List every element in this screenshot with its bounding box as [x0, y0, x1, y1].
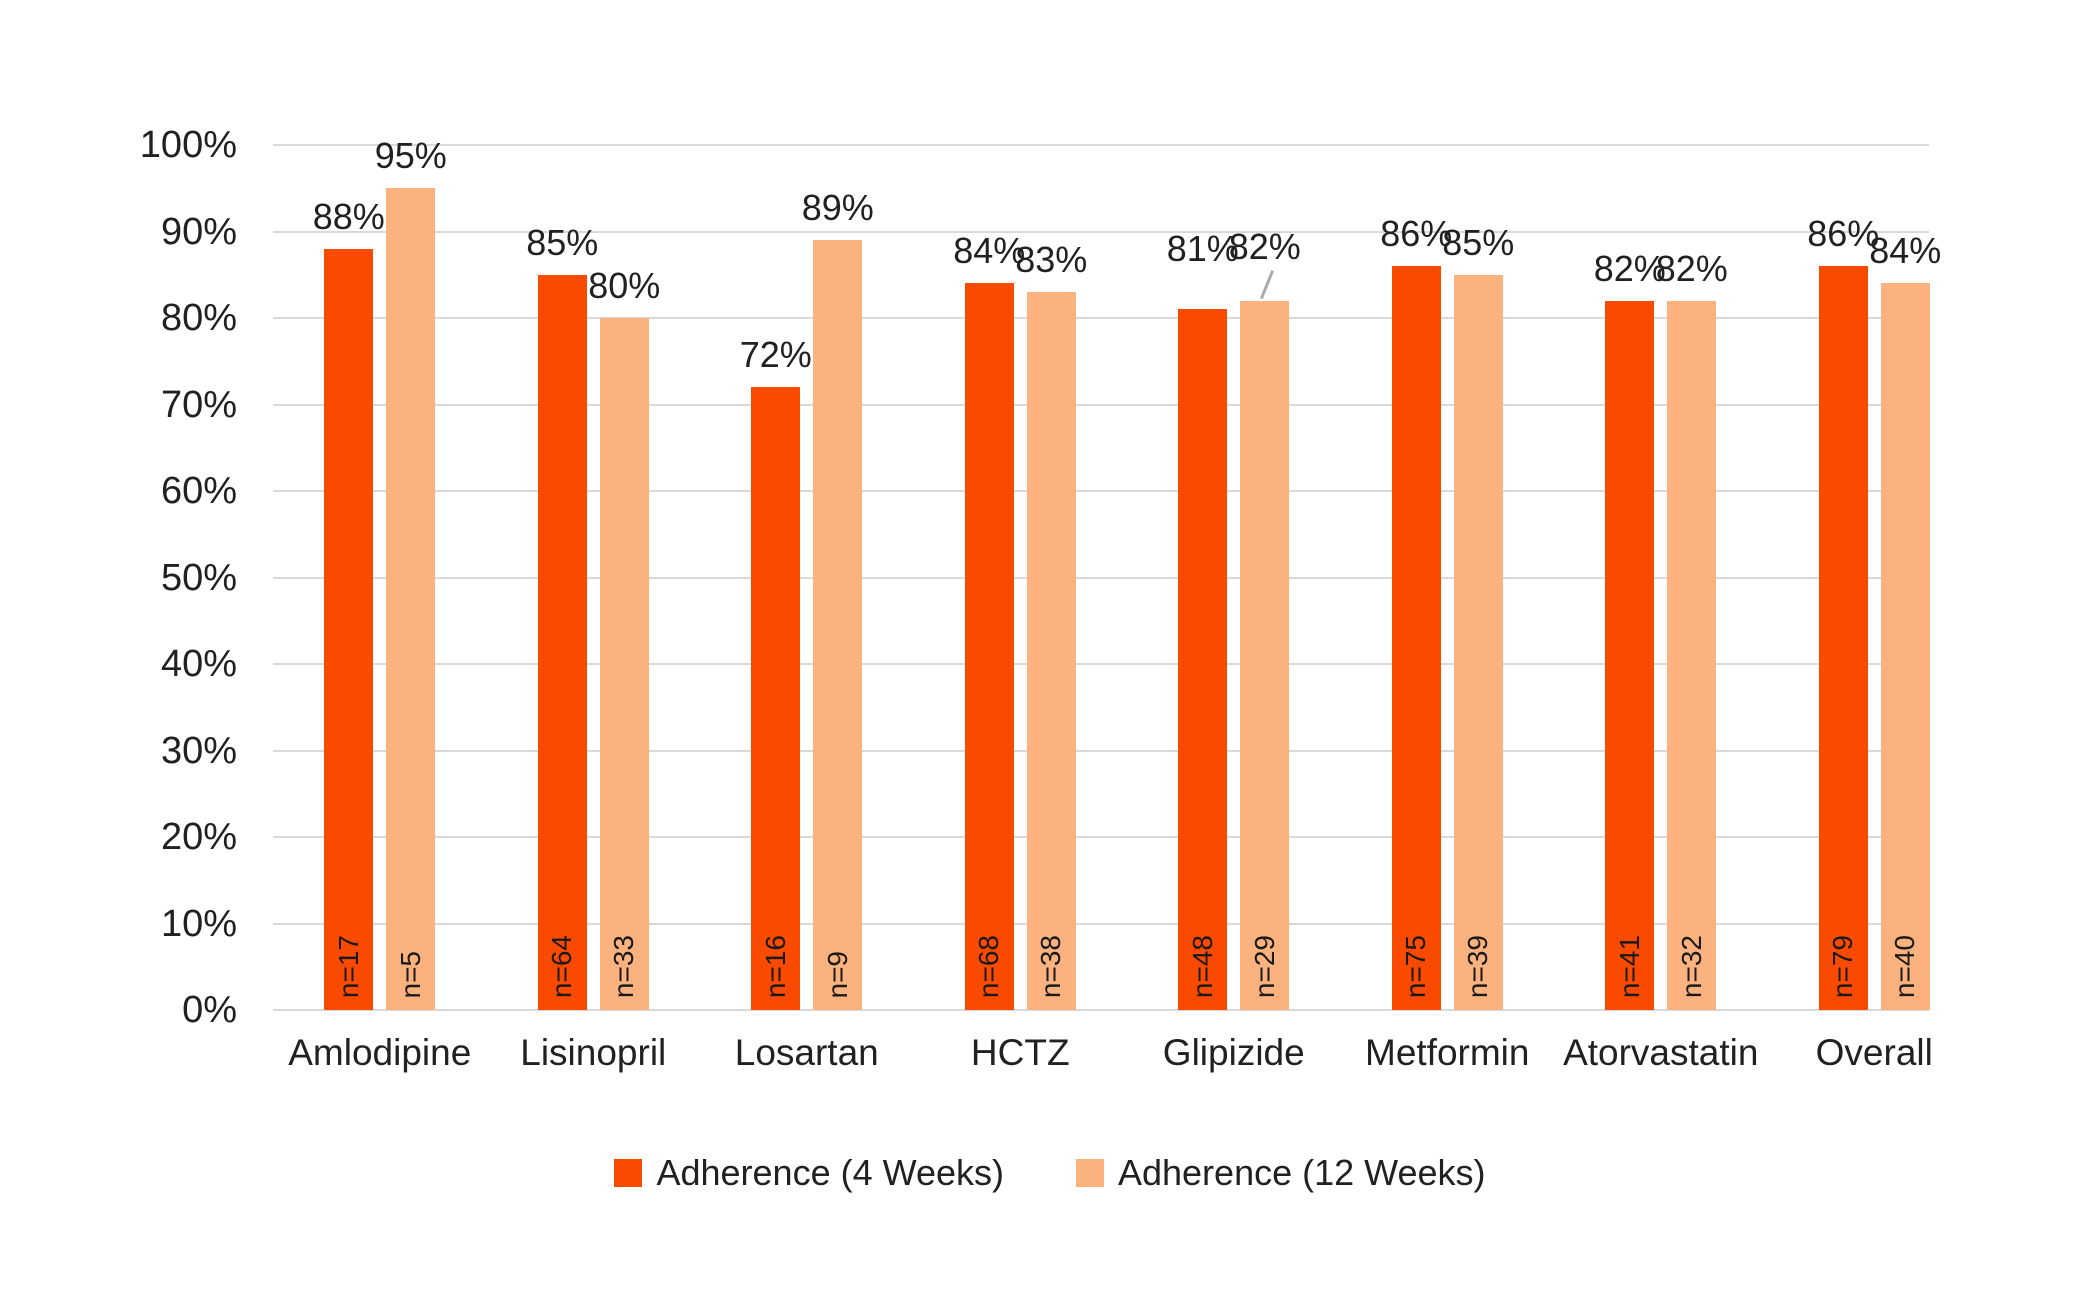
bar-value-label: 72% — [739, 334, 812, 376]
legend-label: Adherence (12 Weeks) — [1117, 1152, 1486, 1193]
bar-4-weeks-lisinopril: 85% n=64 — [526, 224, 598, 1010]
bar-value-label: 89% — [801, 187, 874, 229]
bar-n-label: n=39 — [1462, 934, 1494, 998]
gridline-90- — [273, 230, 1929, 233]
legend-item-12-weeks: Adherence (12 Weeks) — [1075, 1152, 1486, 1194]
y-axis: 0% 10% 20% 30% 40% 50% 60% 70% 80% 90% 100% — [0, 126, 237, 1029]
bar-n-label: n=33 — [608, 934, 640, 998]
category-label-amlodipine: Amlodipine — [288, 1032, 472, 1073]
bar-4-weeks-atorvastatin: 82% n=41 — [1594, 250, 1666, 1010]
bar-group-lisinopril: 85% n=64 80% n=33 Lisinopril — [487, 145, 701, 1071]
bar-n-label: n=48 — [1186, 934, 1218, 998]
bar-12-weeks-metformin: 85% n=39 — [1442, 224, 1514, 1010]
gridline-30- — [273, 749, 1929, 752]
y-axis-tick-label: 0% — [182, 989, 237, 1031]
bar-group-atorvastatin: 82% n=41 82% n=32 Atorvastatin — [1554, 145, 1768, 1071]
category-label-glipizide: Glipizide — [1162, 1032, 1305, 1073]
bar-value-label: 80% — [588, 265, 661, 306]
bar-n-label: n=16 — [759, 934, 791, 998]
bar-12-weeks-hctz: 83% n=38 — [1015, 242, 1087, 1010]
bar-4-weeks-hctz: 84% n=68 — [953, 233, 1025, 1010]
bar-value-label: 84% — [1869, 230, 1942, 272]
bar-n-label: n=9 — [821, 950, 853, 999]
bar-value-label: 86% — [1807, 213, 1880, 255]
bar-4-weeks-overall: 86% n=79 — [1807, 216, 1879, 1010]
bar-n-label: n=29 — [1248, 934, 1280, 998]
bar-value-label: 88% — [312, 195, 385, 237]
y-axis-tick-label: 30% — [160, 729, 237, 772]
bar-4-weeks-glipizide: 81% n=48 — [1167, 231, 1239, 1010]
bar-group-metformin: 86% n=75 85% n=39 Metformin — [1341, 145, 1555, 1071]
gridline-80- — [273, 317, 1929, 319]
bar-value-label: 81% — [1166, 228, 1239, 270]
bar-12-weeks-losartan: 89% n=9 — [802, 190, 874, 1010]
bar-group-losartan: 72% n=16 89% n=9 Losartan — [700, 145, 914, 1071]
category-label-hctz: HCTZ — [970, 1032, 1070, 1073]
bar-12-weeks-amlodipine: 95% n=5 — [375, 138, 447, 1010]
bar-group-overall: 86% n=79 84% n=40 Overall — [1768, 145, 1982, 1071]
bar-group-amlodipine: 88% n=17 95% n=5 Amlodipine — [273, 138, 487, 1071]
plot-area: 88% n=17 95% n=5 Amlodipine 85% n=64 80% n=33 Lis… — [273, 138, 1982, 1071]
y-axis-tick-label: 90% — [160, 210, 237, 253]
category-label-atorvastatin: Atorvastatin — [1563, 1032, 1759, 1073]
bar-value-label: 82% — [1655, 247, 1728, 289]
bar-value-label: 83% — [1015, 239, 1088, 281]
bar-value-label: 95% — [374, 135, 447, 177]
bar-n-label: n=17 — [332, 934, 364, 998]
bar-n-label: n=68 — [973, 934, 1005, 998]
y-axis-tick-label: 10% — [160, 902, 237, 945]
legend-swatch-icon — [1075, 1159, 1104, 1187]
gridline-70- — [273, 403, 1929, 406]
bar-n-label: n=32 — [1675, 934, 1707, 998]
bar-12-weeks-atorvastatin: 82% n=32 — [1656, 250, 1728, 1010]
y-axis-tick-label: 80% — [160, 297, 237, 339]
legend-item-4-weeks: Adherence (4 Weeks) — [614, 1152, 1004, 1194]
y-axis-tick-label: 70% — [160, 383, 237, 426]
legend-swatch-icon — [614, 1159, 643, 1187]
bar-n-label: n=41 — [1613, 934, 1645, 998]
legend-label: Adherence (4 Weeks) — [656, 1152, 1004, 1193]
y-axis-tick-label: 60% — [160, 470, 237, 512]
bar-n-label: n=5 — [394, 950, 426, 999]
bar-value-label: 82% — [1228, 225, 1301, 267]
bar-value-label: 86% — [1380, 213, 1453, 255]
bar-4-weeks-metformin: 86% n=75 — [1380, 216, 1452, 1010]
legend: Adherence (4 Weeks) Adherence (12 Weeks) — [0, 1152, 2100, 1194]
bar-value-label: 85% — [1442, 221, 1515, 263]
category-label-metformin: Metformin — [1365, 1032, 1530, 1073]
bar-group-glipizide: 81% n=48 82% n=29 Glipizide — [1127, 145, 1341, 1071]
bar-groups: 88% n=17 95% n=5 Amlodipine 85% n=64 80% n=33 Lis… — [273, 138, 1982, 1071]
bar-12-weeks-overall: 84% n=40 — [1869, 233, 1941, 1010]
y-axis-tick-label: 20% — [160, 816, 237, 858]
bar-n-label: n=79 — [1827, 934, 1859, 998]
bar-4-weeks-losartan: 72% n=16 — [740, 337, 812, 1010]
gridline-40- — [273, 663, 1929, 665]
gridline-100- — [273, 144, 1929, 146]
bar-n-label: n=64 — [546, 934, 578, 998]
bar-n-label: n=75 — [1400, 934, 1432, 998]
category-label-overall: Overall — [1815, 1032, 1933, 1073]
bar-value-label: 85% — [526, 221, 599, 263]
y-axis-tick-label: 50% — [160, 556, 237, 599]
bar-12-weeks-lisinopril: 80% n=33 — [588, 268, 660, 1010]
gridline-0- — [273, 1009, 1929, 1011]
bar-n-label: n=40 — [1889, 934, 1921, 998]
y-axis-tick-label: 40% — [160, 643, 237, 685]
y-axis-tick-label: 100% — [139, 124, 237, 166]
bar-value-label: 84% — [953, 230, 1026, 272]
bar-group-hctz: 84% n=68 83% n=38 HCTZ — [914, 145, 1128, 1071]
bar-12-weeks-glipizide: 82% n=29 — [1229, 228, 1301, 1010]
bar-4-weeks-amlodipine: 88% n=17 — [313, 198, 385, 1010]
category-label-losartan: Losartan — [734, 1032, 879, 1073]
gridline-50- — [273, 576, 1929, 579]
gridline-20- — [273, 836, 1929, 838]
category-label-lisinopril: Lisinopril — [520, 1032, 667, 1073]
bar-n-label: n=38 — [1035, 934, 1067, 998]
label-leader-line — [1259, 269, 1274, 299]
bar-value-label: 82% — [1593, 247, 1666, 289]
gridline-10- — [273, 922, 1929, 925]
gridline-60- — [273, 490, 1929, 492]
